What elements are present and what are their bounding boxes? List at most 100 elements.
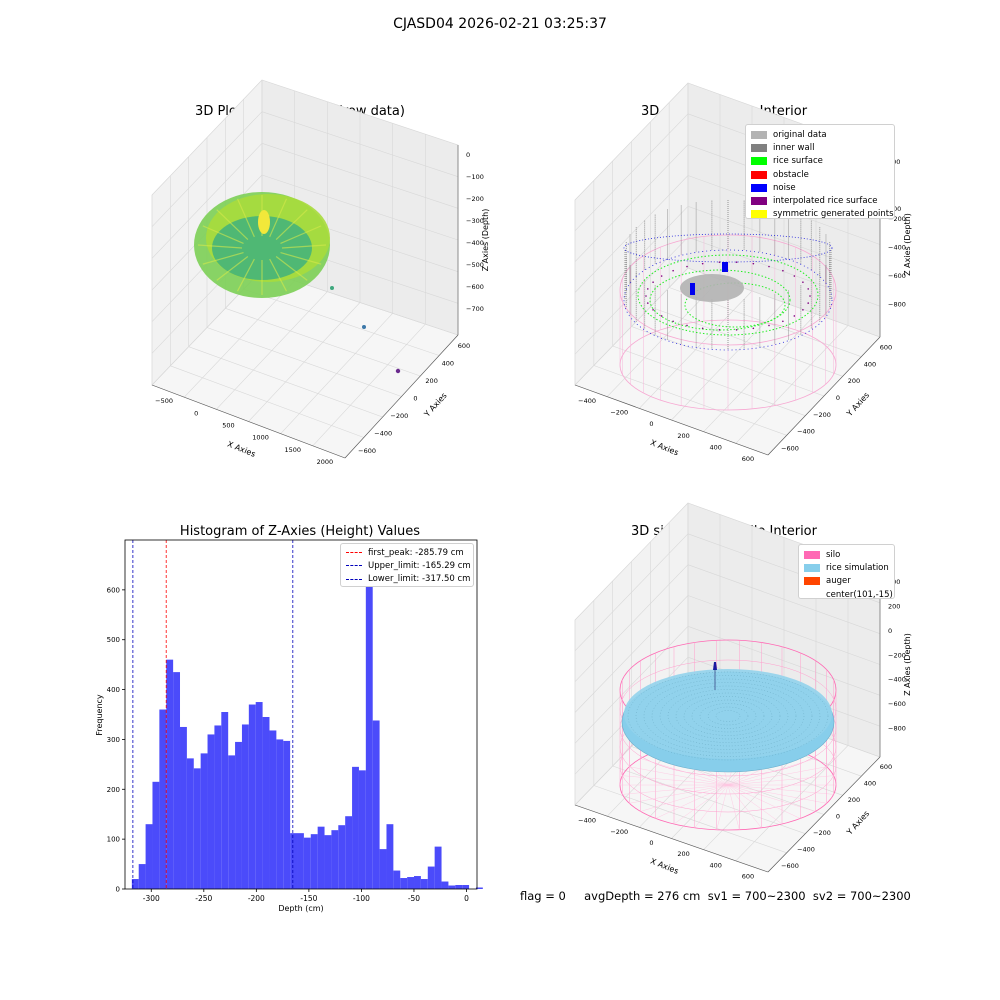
y-tick-label: −400: [797, 845, 815, 853]
rice-mesh-line: [643, 678, 813, 754]
noise-cluster: [722, 262, 728, 272]
legend-line-swatch: [346, 565, 362, 567]
histogram-legend: first_peak: -285.79 cm Upper_limit: -165.…: [340, 543, 474, 587]
histogram-bar: [358, 770, 366, 889]
histogram-bar: [159, 709, 167, 889]
x-tick-label: −500: [155, 397, 173, 405]
noise-ring-top: [623, 233, 833, 263]
legend-color-swatch: [751, 143, 767, 152]
rice-mesh-line: [659, 685, 797, 747]
x-tick-label: −200: [610, 409, 628, 417]
legend-label: rice surface: [773, 156, 823, 167]
legend-entry: auger: [804, 575, 889, 588]
histogram-bar: [297, 833, 304, 889]
histogram-bar: [310, 834, 318, 889]
z-tick-label: −200: [466, 195, 484, 203]
x-tick-label: 0: [194, 409, 198, 417]
y-tick-label: −200: [813, 411, 831, 419]
histogram-bar: [407, 877, 415, 889]
x-axis-label: X Axies: [649, 856, 680, 875]
y-tick-label: −600: [358, 447, 376, 455]
y-tick-label: 0: [836, 813, 840, 821]
histogram-bar: [475, 887, 483, 889]
legend-line-swatch: [346, 578, 362, 580]
histogram-legend-entry: Upper_limit: -165.29 cm: [346, 559, 471, 572]
histogram-bar: [207, 734, 215, 889]
y-tick-label: −200: [390, 412, 408, 420]
rice-mesh-line: [651, 682, 805, 750]
histogram-bar: [166, 659, 174, 889]
z-axis-label: Z Axies (Depth): [481, 209, 490, 272]
histogram-x-tick-label: -200: [248, 894, 265, 903]
histogram-plot: -300 -250 -200 -150 -100 -50 0 0 100 200 300 400 50…: [95, 539, 483, 913]
histogram-bar: [345, 816, 353, 889]
legend-label: original data: [773, 129, 827, 140]
legend-entry: noise: [751, 181, 889, 194]
x-tick-label: 600: [742, 872, 754, 880]
histogram-bar: [180, 726, 187, 889]
y-tick-label: 0: [413, 395, 417, 403]
histogram-bar: [372, 720, 380, 889]
histogram-legend-entry: first_peak: -285.79 cm: [346, 546, 468, 559]
histogram-bar: [262, 716, 270, 889]
x-axis-label: X Axies: [226, 439, 257, 458]
z-tick-label: −400: [888, 676, 906, 684]
z-tick-label: −400: [466, 239, 484, 247]
y-tick-label: 600: [880, 763, 892, 771]
y-tick-label: 400: [864, 360, 876, 368]
histogram-x-tick-label: -100: [353, 894, 370, 903]
histogram-frame: [124, 539, 478, 890]
rice-mesh-line: [683, 696, 773, 736]
histogram-bar: [441, 881, 449, 889]
legend-label: rice simulation: [826, 562, 889, 573]
status-footer: flag = 0 avgDepth = 276 cm sv1 = 700~230…: [520, 889, 911, 903]
z-tick-label: 0: [888, 627, 892, 635]
x-tick-label: −200: [610, 828, 628, 836]
legend-color-swatch: [751, 170, 767, 179]
histogram-bar: [269, 730, 277, 889]
figure-title: CJASD04 2026-02-21 03:25:37: [393, 16, 607, 32]
histogram-bar: [317, 826, 325, 889]
histogram-x-tick-label: -150: [300, 894, 317, 903]
legend-entry: rice simulation: [804, 561, 889, 574]
histogram-x-tick-label: -50: [408, 894, 420, 903]
x-axis-label: X Axies: [649, 438, 680, 457]
histogram-legend-entry: Lower_limit: -317.50 cm: [346, 573, 471, 586]
histogram-y-ticks: 0 100 200 300 400 500 600: [107, 586, 125, 894]
histogram-bar: [131, 879, 139, 889]
legend-entry: silo: [804, 548, 889, 561]
histogram-bar: [152, 781, 160, 889]
histogram-y-tick-label: 200: [107, 786, 120, 794]
histogram-bar: [186, 758, 194, 889]
legend-label: Lower_limit: -317.50 cm: [368, 574, 471, 585]
y-axis-label: Y Axies: [844, 809, 871, 837]
x-tick-label: 600: [742, 455, 754, 463]
histogram-bar: [434, 846, 442, 889]
histogram-bar: [255, 702, 263, 889]
legend-entry: center(101,-15): [804, 588, 893, 601]
noise-cluster: [690, 283, 695, 295]
raw-cloud-inner: [212, 216, 312, 280]
noise-ring: [623, 249, 833, 351]
legend-label: inner wall: [773, 142, 815, 153]
histogram-bar: [352, 766, 359, 889]
z-tick-label: −200: [888, 215, 906, 223]
histogram-bar: [235, 741, 242, 889]
z-tick-label: −800: [888, 725, 906, 733]
rice-mesh-line: [627, 671, 829, 761]
raw-outlier-point: [330, 286, 334, 290]
rice-mesh-line: [707, 706, 749, 726]
histogram-bar: [193, 768, 201, 889]
histogram-y-axis-label: Frequency: [95, 694, 104, 736]
histogram-bar: [455, 885, 463, 889]
histogram-title: Histogram of Z-Axies (Height) Values: [179, 524, 421, 539]
histogram-y-tick-label: 500: [107, 636, 120, 644]
auger-marker: [713, 662, 717, 670]
histogram-y-tick-label: 600: [107, 586, 120, 594]
legend-label: symmetric generated points: [773, 209, 894, 220]
rice-mesh-line: [691, 699, 765, 733]
legend-label: Upper_limit: -165.29 cm: [368, 560, 471, 571]
rice-mesh-line: [675, 692, 781, 740]
histogram-bar: [138, 864, 146, 889]
histogram-bar: [290, 833, 298, 889]
